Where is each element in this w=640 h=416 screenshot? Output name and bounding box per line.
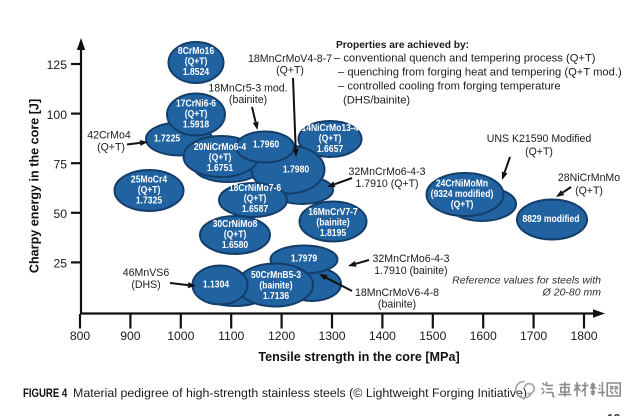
svg-text:800: 800: [70, 329, 91, 343]
svg-text:1.7136: 1.7136: [263, 289, 289, 301]
svg-text:1000: 1000: [167, 329, 194, 343]
svg-text:Tensile strength in the core [: Tensile strength in the core [MPa]: [258, 350, 459, 364]
svg-text:1.5918: 1.5918: [183, 118, 209, 130]
svg-text:1400: 1400: [369, 329, 396, 343]
svg-text:(Q+T): (Q+T): [185, 55, 208, 67]
svg-text:1.6657: 1.6657: [317, 142, 343, 154]
svg-text:(Q+T): (Q+T): [185, 107, 208, 119]
svg-text:FIGURE 4: FIGURE 4: [23, 387, 68, 400]
svg-text:100: 100: [47, 108, 68, 122]
svg-text:14NiCrMo13-4: 14NiCrMo13-4: [301, 121, 359, 133]
svg-text:Properties are achieved by:: Properties are achieved by:: [336, 40, 469, 51]
svg-text:125: 125: [47, 58, 68, 72]
svg-text:(9324 modified): (9324 modified): [431, 187, 494, 199]
svg-text:(DHS/bainite): (DHS/bainite): [343, 94, 410, 106]
svg-text:(Q+T): (Q+T): [525, 146, 553, 158]
svg-text:1.6580: 1.6580: [222, 238, 248, 250]
svg-text:24CrNiMoMn: 24CrNiMoMn: [436, 177, 489, 189]
svg-text:UNS K21590 Modified: UNS K21590 Modified: [487, 133, 592, 145]
svg-text:1.7960: 1.7960: [253, 138, 279, 150]
svg-text:1.7980: 1.7980: [283, 163, 309, 175]
svg-text:1.6751: 1.6751: [207, 161, 233, 173]
svg-text:(Q+T): (Q+T): [451, 198, 474, 210]
svg-text:1100: 1100: [218, 329, 244, 343]
svg-text:– conventional quench and temp: – conventional quench and tempering proc…: [334, 52, 596, 64]
svg-text:30CrNiMo8: 30CrNiMo8: [213, 217, 258, 229]
svg-text:(bainite): (bainite): [316, 216, 349, 228]
svg-text:– controlled cooling from forg: – controlled cooling from forging temper…: [338, 80, 561, 92]
svg-text:1.7979: 1.7979: [291, 252, 317, 264]
svg-text:(bainite): (bainite): [378, 298, 416, 310]
svg-text:42CrMo4: 42CrMo4: [87, 129, 130, 141]
svg-text:25: 25: [53, 257, 67, 271]
svg-text:(Q+T): (Q+T): [319, 132, 342, 144]
svg-text:16MnCrV7-7: 16MnCrV7-7: [308, 205, 357, 217]
svg-text:18CrNiMo7-6: 18CrNiMo7-6: [229, 181, 281, 193]
svg-text:1800: 1800: [570, 329, 597, 343]
svg-text:1.7910 (bainite): 1.7910 (bainite): [374, 265, 447, 277]
svg-text:12: 12: [607, 412, 621, 416]
svg-text:(bainite): (bainite): [259, 279, 292, 291]
svg-text:1.7910 (Q+T): 1.7910 (Q+T): [355, 178, 418, 190]
svg-text:75: 75: [53, 157, 67, 171]
svg-text:46MnVS6: 46MnVS6: [123, 267, 169, 279]
svg-text:(Q+T): (Q+T): [209, 151, 232, 163]
svg-text:8CrMo16: 8CrMo16: [178, 44, 214, 56]
svg-text:1.7325: 1.7325: [136, 194, 162, 206]
svg-text:1.7225: 1.7225: [154, 132, 180, 144]
svg-text:(DHS): (DHS): [131, 279, 160, 291]
svg-text:1200: 1200: [268, 329, 295, 343]
svg-text:50: 50: [53, 207, 67, 221]
svg-text:1600: 1600: [470, 329, 497, 343]
svg-text:1.1304: 1.1304: [203, 278, 230, 290]
svg-text:(Q+T): (Q+T): [244, 192, 267, 204]
svg-text:1.6587: 1.6587: [242, 202, 268, 214]
svg-text:32MnCrMo6-4-3: 32MnCrMo6-4-3: [373, 253, 450, 265]
svg-text:18MnCrMoV4-8-7: 18MnCrMoV4-8-7: [248, 53, 332, 65]
svg-text:32MnCrMo6-4-3: 32MnCrMo6-4-3: [349, 166, 426, 178]
svg-text:Ø 20-80 mm: Ø 20-80 mm: [542, 286, 602, 298]
svg-text:(Q+T): (Q+T): [224, 228, 247, 240]
svg-text:20NiCrMo6-4: 20NiCrMo6-4: [194, 140, 247, 152]
svg-text:900: 900: [120, 329, 141, 343]
svg-text:Reference values for steels wi: Reference values for steels with: [452, 274, 601, 286]
svg-text:1.8195: 1.8195: [320, 226, 346, 238]
svg-text:1700: 1700: [520, 329, 547, 343]
svg-text:17CrNi6-6: 17CrNi6-6: [176, 97, 216, 109]
svg-text:(Q+T): (Q+T): [97, 141, 125, 153]
svg-text:1300: 1300: [318, 329, 345, 343]
svg-text:Charpy energy in the core [J]: Charpy energy in the core [J]: [27, 99, 41, 273]
svg-text:1.8524: 1.8524: [183, 65, 210, 77]
svg-text:– quenching from forging heat: – quenching from forging heat and temper…: [338, 66, 622, 78]
svg-text:(Q+T): (Q+T): [138, 183, 161, 195]
svg-text:25MoCr4: 25MoCr4: [131, 173, 168, 185]
svg-text:18MnCrMoV6-4-8: 18MnCrMoV6-4-8: [355, 287, 439, 299]
svg-text:18MnCr5-3 mod.: 18MnCr5-3 mod.: [208, 82, 287, 94]
svg-text:(Q+T): (Q+T): [276, 64, 304, 76]
svg-text:1500: 1500: [419, 329, 446, 343]
svg-text:28NiCrMnMo: 28NiCrMnMo: [558, 172, 620, 184]
svg-text:(Q+T): (Q+T): [575, 185, 603, 197]
svg-text:(bainite): (bainite): [229, 94, 267, 106]
svg-text:Material pedigree of high-stre: Material pedigree of high-strength stain…: [73, 386, 527, 400]
svg-text:50CrMnB5-3: 50CrMnB5-3: [251, 268, 301, 280]
svg-text:8829 modified: 8829 modified: [522, 212, 579, 224]
